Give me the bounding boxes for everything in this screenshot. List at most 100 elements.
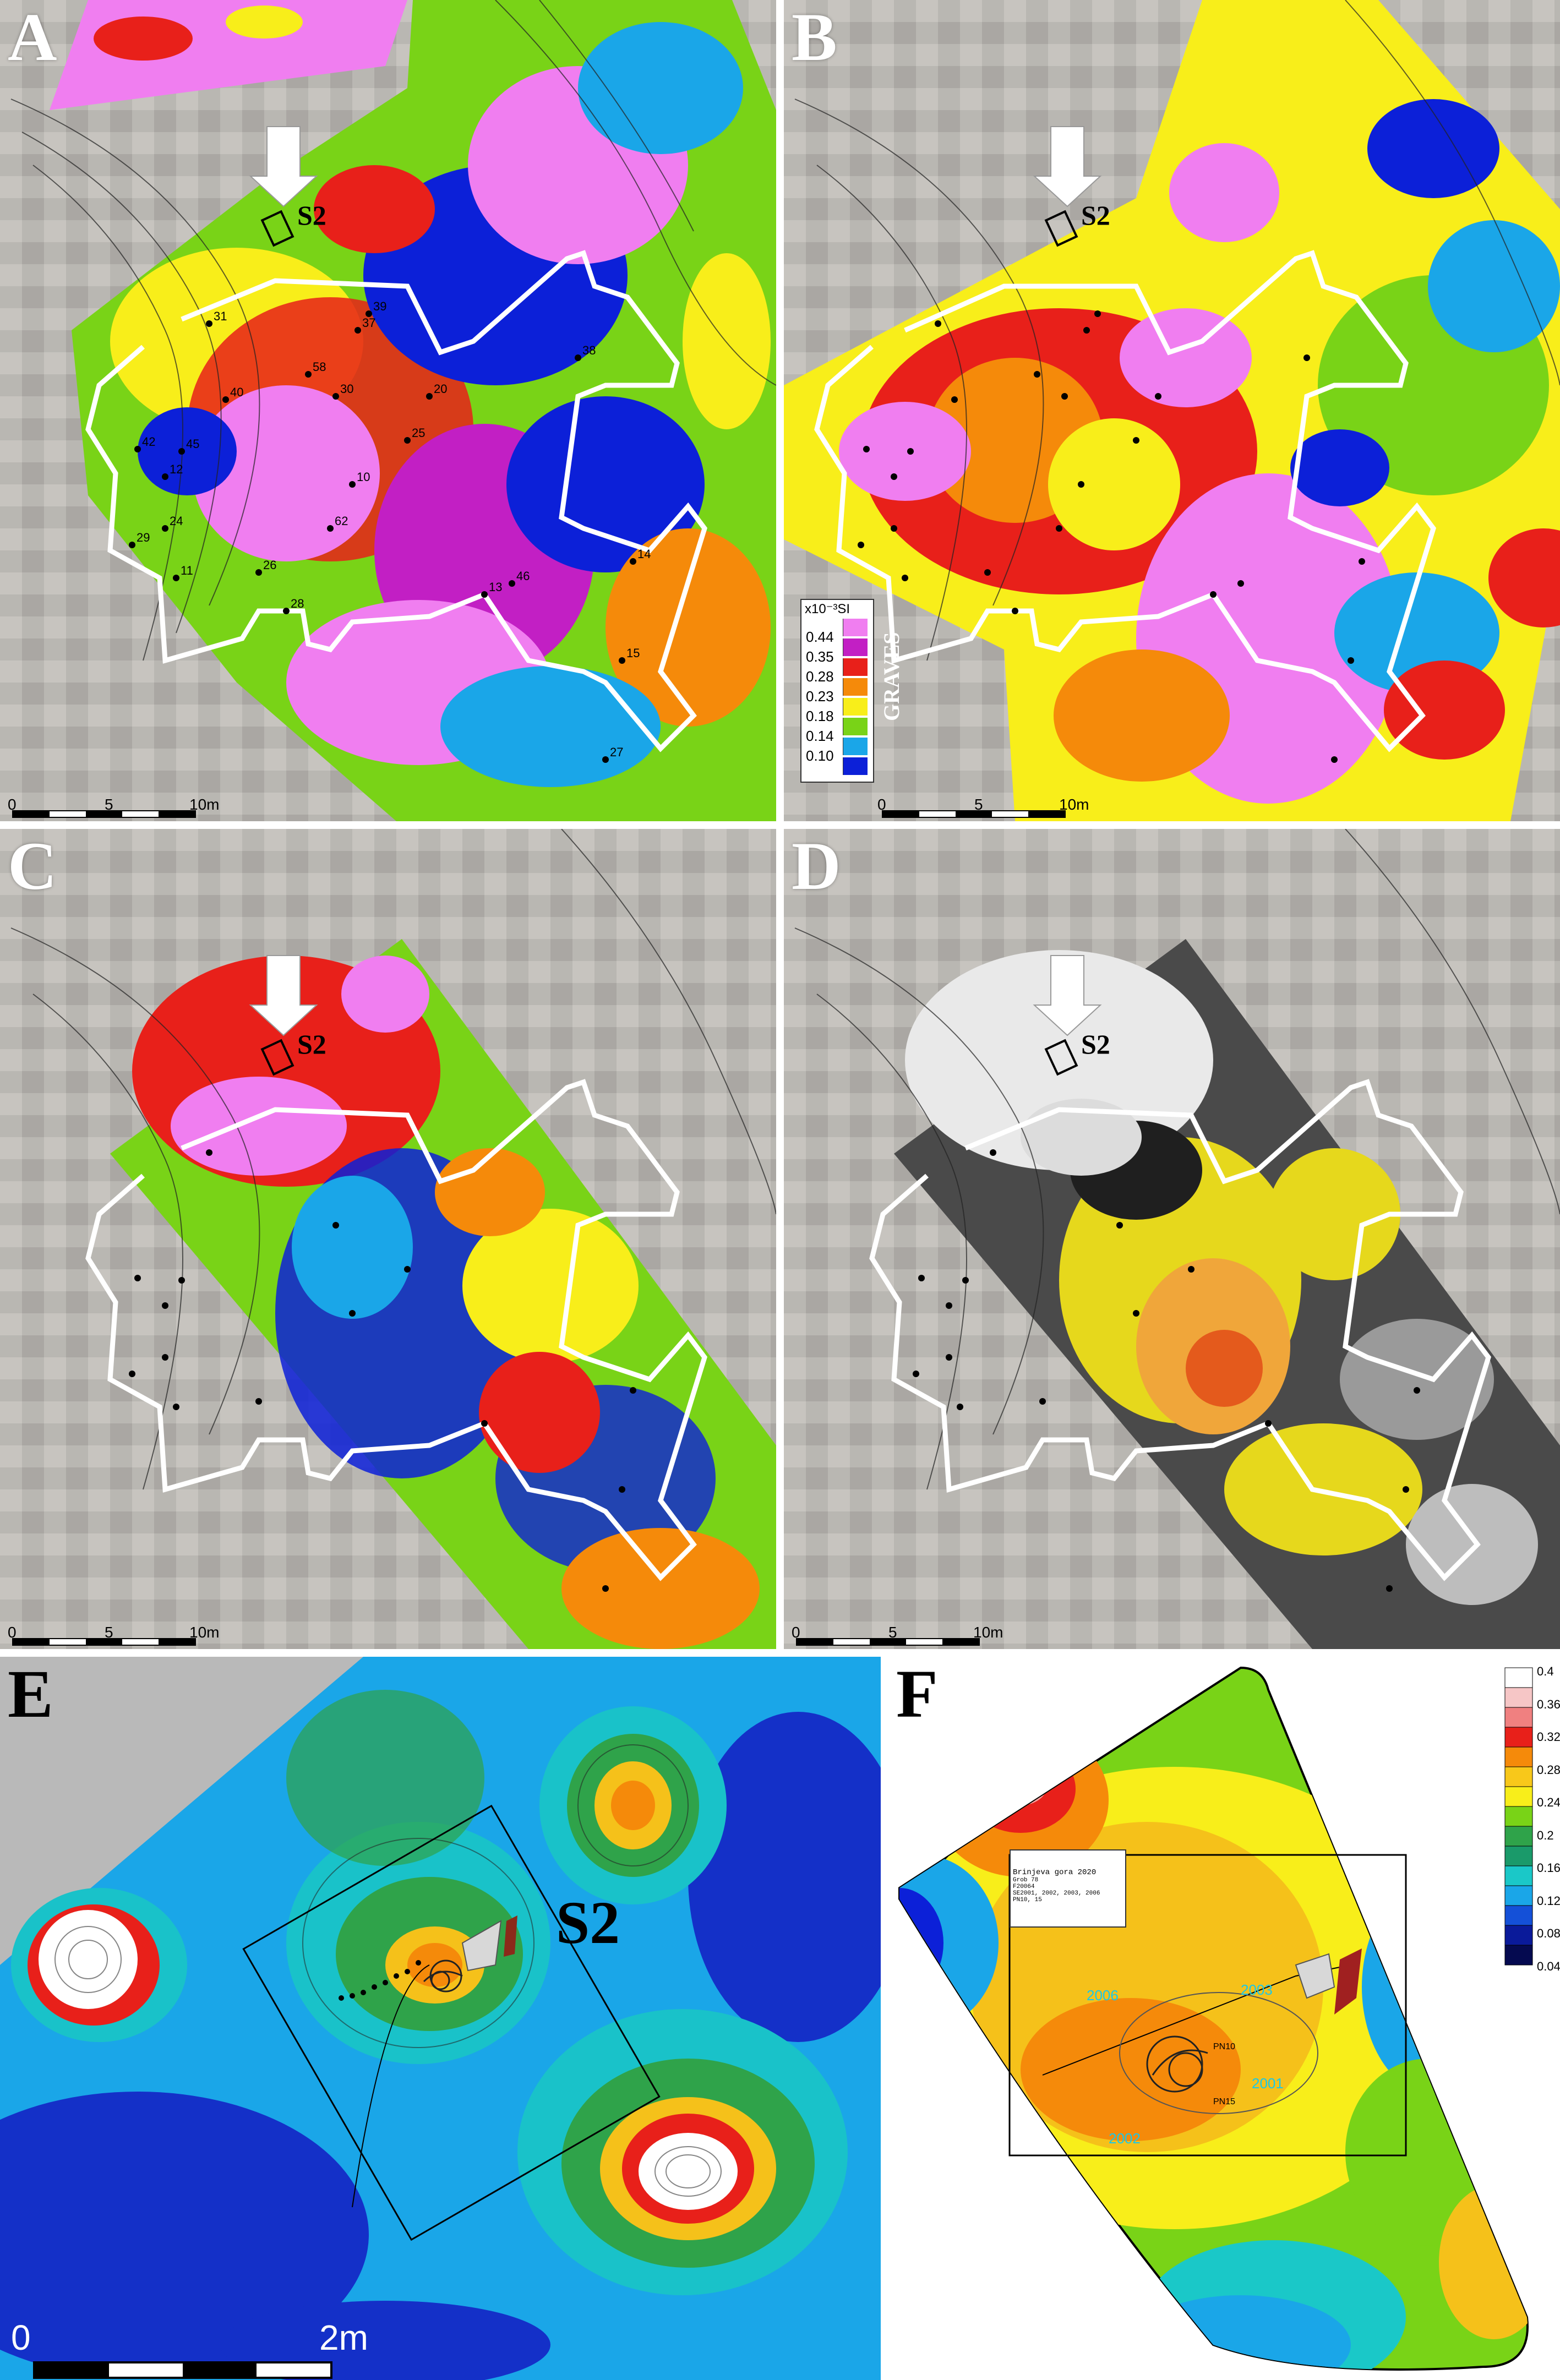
site-label-s2: S2 [556, 1889, 620, 1956]
magnetic-map-b [784, 0, 1560, 821]
grave-number: 40 [230, 385, 243, 399]
legend-value: 0.44 [806, 629, 834, 645]
plan-inset: Brinjeva gora 2020 Grob 78 F20064 SE2001, … [1010, 1849, 1126, 1928]
map-panel-d: D S2 0 5 10m [784, 829, 1560, 1649]
scale-end: 2m [319, 2318, 368, 2357]
plan-label: 2001 [1252, 2075, 1284, 2092]
colorbar-tick-label: 0.36 [1537, 1697, 1560, 1711]
inset-line: PN10, 15 [1013, 1897, 1042, 1903]
grave-number: 24 [170, 514, 183, 528]
legend-value: 0.10 [806, 747, 834, 764]
plan-label: PN15 [1213, 2097, 1236, 2106]
panel-letter-d: D [792, 829, 841, 904]
grave-number: 29 [137, 531, 150, 544]
legend-value: 0.18 [806, 708, 834, 724]
map-panel-a: 31 39 37 40 42 45 12 30 10 11 26 28 29 24 25 13 14 15 27 20… [0, 0, 776, 821]
grave-number: 11 [181, 564, 193, 577]
legend-row: 0.28 [801, 658, 873, 685]
scale-zero: 0 [8, 796, 17, 813]
grave-number: 10 [357, 470, 370, 484]
legend-swatch [843, 738, 868, 755]
legend-susceptibility: x10⁻³SI 0.44 0.35 0.28 0.23 0.18 0.14 0.10 [800, 599, 874, 783]
magnetic-map-e [0, 1657, 881, 2380]
grave-number: 38 [582, 343, 596, 357]
grave-number: 62 [335, 514, 348, 528]
inset-title: Brinjeva gora 2020 [1013, 1868, 1097, 1877]
grave-number: 27 [610, 745, 623, 759]
colorbar-tick-label: 0.4 [1537, 1664, 1554, 1678]
scale-end: 10m [189, 1624, 220, 1641]
scale-bar: 0 5 10m [877, 796, 1109, 818]
colorbar-tick-label: 0.16 [1537, 1861, 1560, 1875]
legend-row: 0.44 [801, 619, 873, 645]
scale-bar: 0 5 10m [8, 1624, 239, 1646]
scale-mid: 5 [888, 1624, 897, 1641]
legend-swatch [843, 678, 868, 696]
legend-row: 0.35 [801, 638, 873, 665]
grave-number: 46 [516, 569, 530, 583]
panel-letter-c: C [8, 829, 57, 904]
plan-label: 2003 [1241, 1981, 1273, 1998]
legend-swatch [843, 757, 868, 775]
panel-letter-b: B [792, 0, 837, 75]
legend-swatch [843, 638, 868, 656]
scale-zero: 0 [8, 1624, 17, 1641]
magnetic-map-c [0, 829, 776, 1649]
colorbar-tick-label: 0.32 [1537, 1730, 1560, 1744]
scale-mid: 5 [974, 796, 983, 813]
legend-unit: x10⁻³SI [805, 602, 850, 616]
colorbar-tick-label: 0.24 [1537, 1795, 1560, 1809]
grave-number: 42 [142, 435, 155, 449]
map-panel-e: E S2 0 2m [0, 1657, 881, 2380]
legend-swatch [843, 658, 868, 676]
legend-value: 0.14 [806, 728, 834, 744]
scale-zero: 0 [11, 2318, 31, 2357]
scale-bar: 0 5 10m [8, 796, 239, 818]
colorbar-tick-label: 0.04 [1537, 1959, 1560, 1973]
graves-legend-label: GRAVES [879, 632, 904, 721]
scale-mid: 5 [105, 796, 113, 813]
map-panel-f: F 0.4 0.36 0.32 0.28 0.24 0.2 0.16 0.12 0.08 0.04… [888, 1657, 1560, 2380]
grave-number: 45 [186, 437, 199, 451]
panel-letter-f: F [896, 1657, 938, 1732]
grave-number: 14 [637, 547, 651, 561]
site-label-s2: S2 [297, 1029, 326, 1060]
scale-zero: 0 [877, 796, 886, 813]
map-panel-c: C S2 0 5 10m [0, 829, 776, 1649]
site-label-s2: S2 [1081, 1029, 1110, 1060]
grave-number: 37 [362, 316, 375, 330]
map-panel-b: B S2 x10⁻³SI 0.44 0.35 0.28 0.23 0.18 0.14 0.1… [784, 0, 1560, 821]
magnetic-map-d [784, 829, 1560, 1649]
site-label-s2: S2 [1081, 200, 1110, 231]
grave-number: 58 [313, 360, 326, 374]
magnetic-map-f [898, 1666, 1533, 2371]
grave-number: 28 [291, 597, 304, 610]
legend-value: 0.35 [806, 648, 834, 665]
legend-swatch [843, 619, 868, 636]
legend-row: 0.23 [801, 678, 873, 705]
inset-line: SE2001, 2002, 2003, 2006 [1013, 1890, 1100, 1897]
colorbar-tick-label: 0.08 [1537, 1926, 1560, 1940]
panel-letter-e: E [8, 1657, 53, 1732]
legend-value: 0.28 [806, 668, 834, 685]
site-label-s2: S2 [297, 200, 326, 231]
colorbar-tick-label: 0.2 [1537, 1828, 1554, 1842]
inset-line: F20064 [1013, 1884, 1035, 1890]
panel-letter-a: A [8, 0, 57, 75]
grave-number: 12 [170, 462, 183, 476]
grave-number: 13 [489, 580, 502, 594]
scale-zero: 0 [792, 1624, 800, 1641]
legend-row: 0.14 [801, 718, 873, 744]
legend-row [801, 757, 873, 775]
plan-label: PN10 [1213, 2042, 1236, 2051]
grave-number: 15 [626, 646, 640, 660]
legend-swatch [843, 698, 868, 716]
scale-bar-e: 0 2m [11, 2317, 396, 2379]
legend-swatch [843, 718, 868, 735]
grave-number: 30 [340, 382, 353, 396]
grave-number: 26 [263, 558, 276, 572]
colorbar-tick-label: 0.28 [1537, 1762, 1560, 1777]
scale-mid: 5 [105, 1624, 113, 1641]
grave-number: 25 [412, 426, 425, 440]
